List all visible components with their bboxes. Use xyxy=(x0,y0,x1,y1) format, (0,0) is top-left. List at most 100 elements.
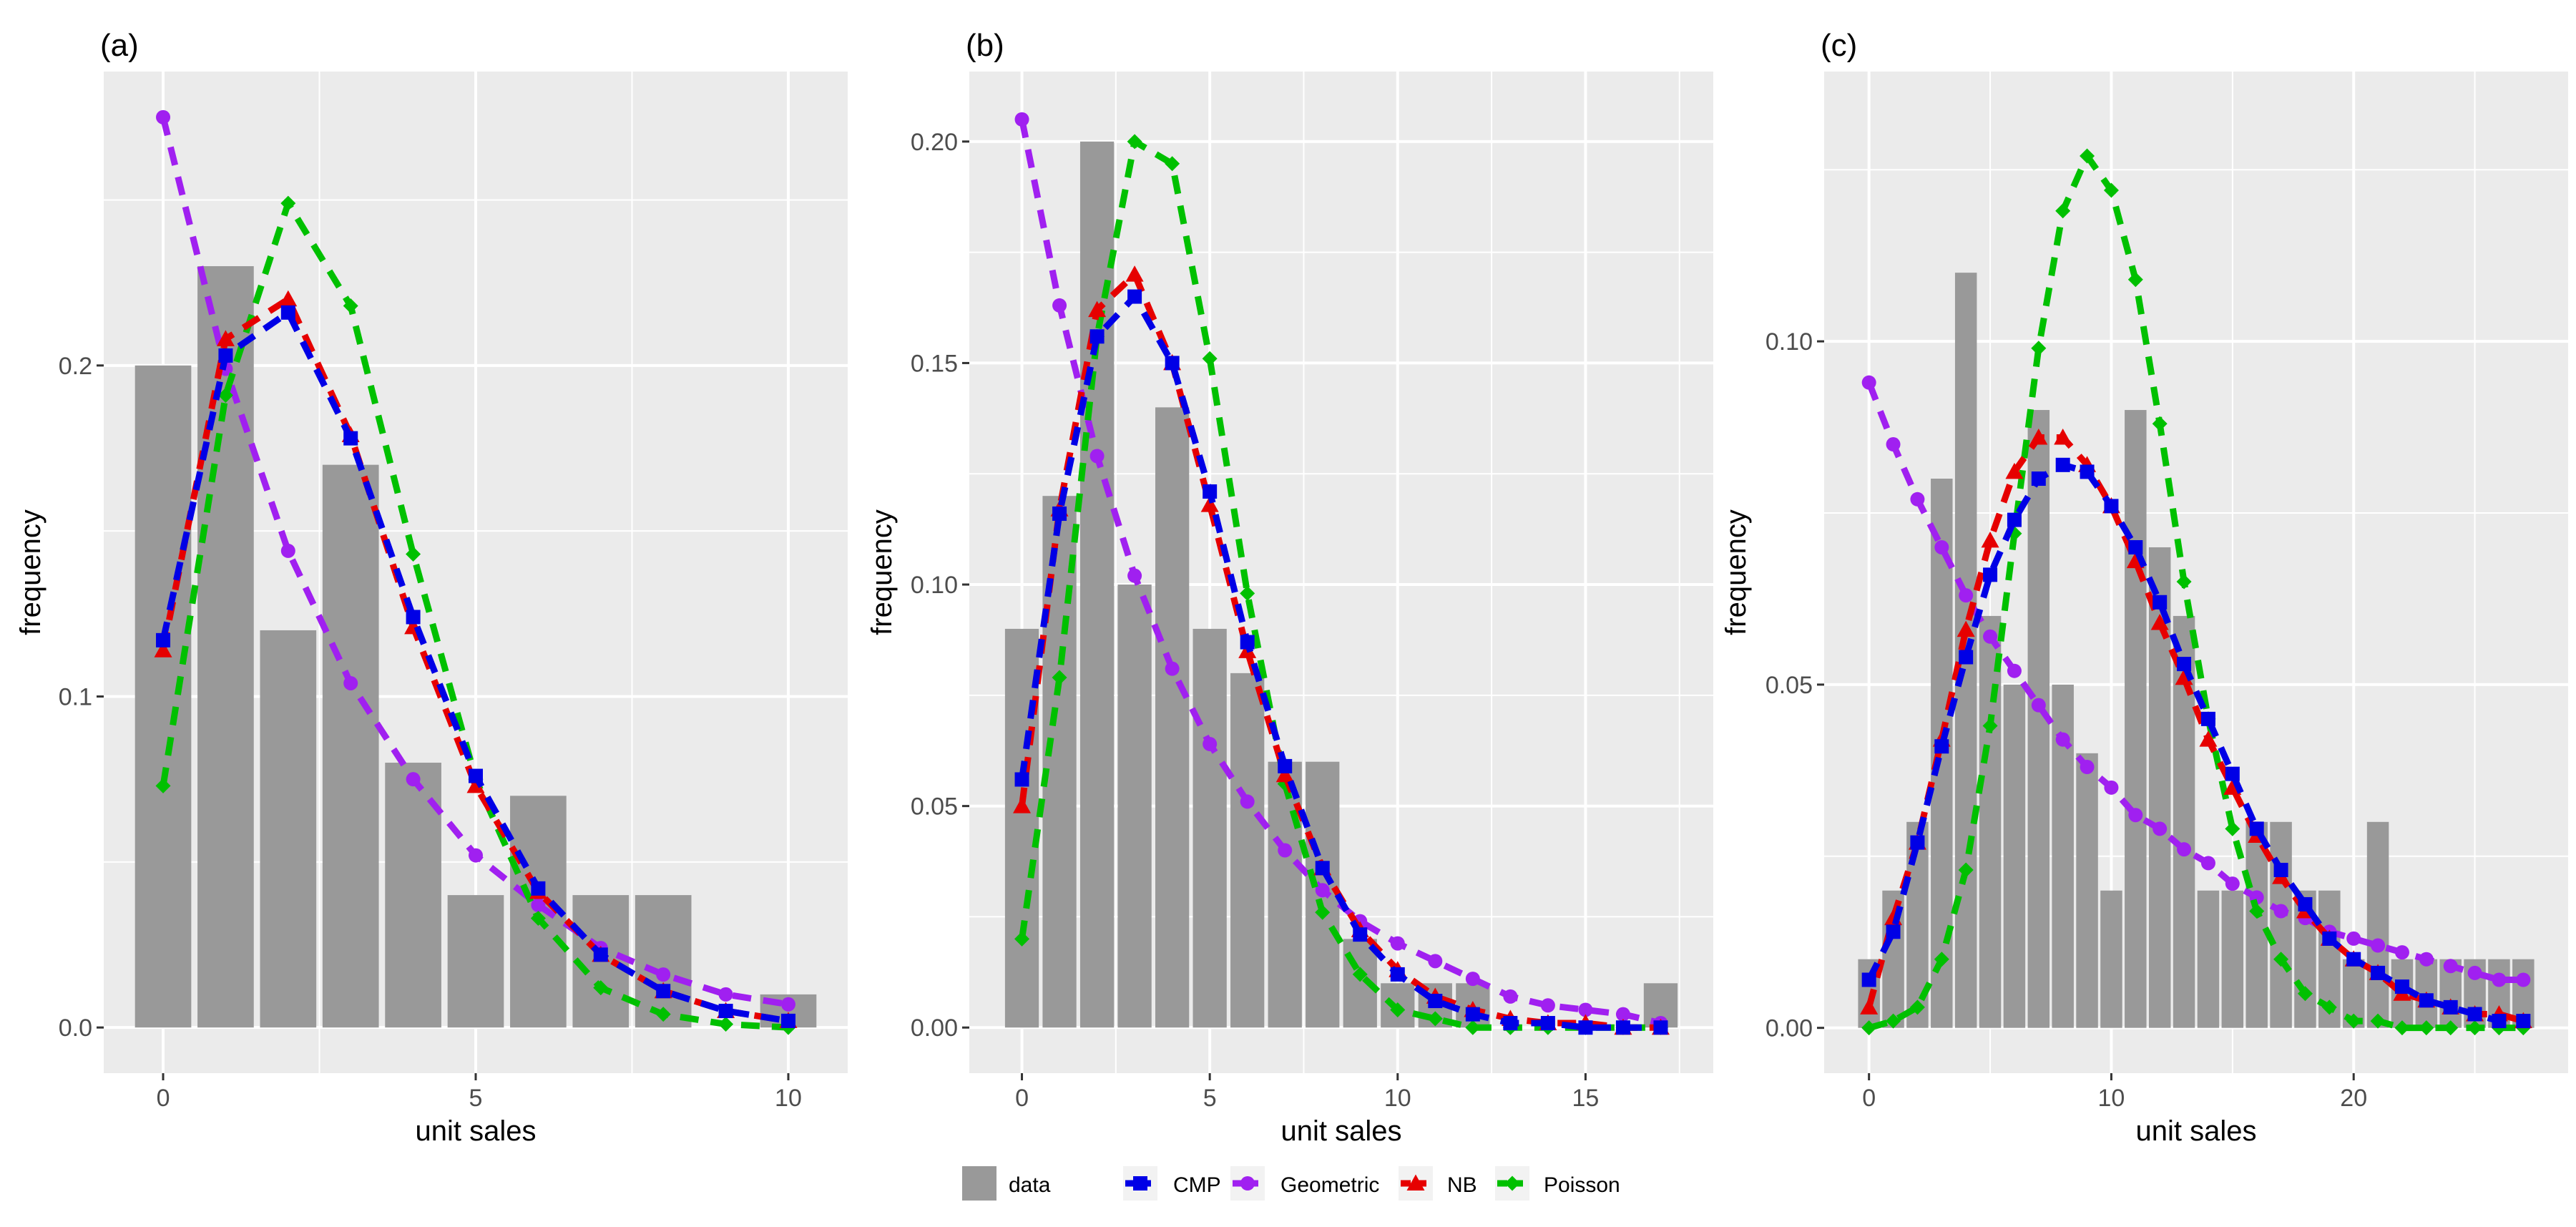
point-poisson xyxy=(155,778,171,793)
point-cmp xyxy=(1278,758,1293,773)
legend-label-poisson: Poisson xyxy=(1544,1173,1620,1197)
series-line-cmp xyxy=(1866,461,2524,1025)
point-cmp xyxy=(2031,471,2046,487)
data-bar xyxy=(1268,761,1302,1028)
point-cmp xyxy=(2516,1014,2531,1029)
point-cmp xyxy=(1861,972,1876,987)
data-bar xyxy=(1117,585,1152,1028)
point-cmp xyxy=(1934,739,1949,754)
point-poisson xyxy=(406,547,421,562)
point-geometric xyxy=(2055,732,2070,747)
point-cmp xyxy=(2298,896,2313,911)
point-geometric xyxy=(156,109,171,124)
point-poisson xyxy=(2152,416,2168,431)
point-cmp xyxy=(1127,289,1142,304)
legend-key-nb xyxy=(1399,1166,1433,1201)
point-cmp xyxy=(343,431,358,446)
point-poisson xyxy=(2297,986,2313,1002)
legend-label-data: data xyxy=(1009,1173,1051,1197)
data-bar xyxy=(2125,410,2147,1028)
point-poisson xyxy=(2443,1020,2459,1036)
point-geometric xyxy=(1886,437,1901,452)
point-cmp xyxy=(2225,766,2240,781)
point-geometric xyxy=(343,675,358,690)
point-geometric xyxy=(718,987,733,1002)
series-cmp xyxy=(1861,457,2531,1029)
data-bar xyxy=(1155,407,1190,1028)
point-poisson xyxy=(1427,1011,1443,1027)
point-nb xyxy=(1275,766,1294,783)
point-geometric xyxy=(1390,936,1405,951)
point-poisson xyxy=(718,1017,734,1032)
point-cmp xyxy=(2177,657,2192,672)
x-tick-label: 10 xyxy=(775,1085,802,1112)
y-tick-label: 0.0 xyxy=(59,1015,92,1042)
legend-marker-geometric xyxy=(1240,1176,1255,1191)
point-poisson xyxy=(2080,148,2095,164)
point-poisson xyxy=(1958,862,1974,878)
point-nb xyxy=(1981,531,1999,548)
point-cmp xyxy=(1615,1020,1630,1035)
point-geometric xyxy=(1540,998,1555,1013)
point-geometric xyxy=(2128,808,2143,823)
data-bar xyxy=(2270,821,2292,1028)
point-geometric xyxy=(2492,972,2507,987)
point-cmp xyxy=(1503,1016,1518,1031)
point-geometric xyxy=(2394,945,2409,960)
point-poisson xyxy=(1390,1002,1406,1017)
y-tick-label: 0.10 xyxy=(911,572,958,599)
point-geometric xyxy=(1861,375,1876,390)
point-cmp xyxy=(1390,967,1405,982)
x-tick-label: 10 xyxy=(2098,1085,2125,1112)
legend-marker-poisson xyxy=(1504,1175,1520,1191)
panel-c-x-axis-title: unit sales xyxy=(2136,1115,2257,1147)
point-cmp xyxy=(2443,999,2458,1015)
point-poisson xyxy=(217,387,233,403)
legend-label-cmp: CMP xyxy=(1173,1173,1221,1197)
data-bar xyxy=(1042,496,1077,1028)
point-geometric xyxy=(2080,760,2095,775)
point-poisson xyxy=(1014,931,1030,947)
point-nb xyxy=(216,330,235,346)
point-geometric xyxy=(1465,972,1480,987)
data-bar xyxy=(322,464,379,1028)
point-geometric xyxy=(2225,876,2240,891)
point-nb xyxy=(1957,620,1975,637)
panel-a: 0 5 10 0.0 0.1 0.2 (a) unit sales frequency xyxy=(15,28,848,1147)
panel-c-y-axis-title: frequency xyxy=(1720,509,1752,635)
panel-b: 0 5 10 15 0.00 0.05 0.10 0.15 0.20 (b) unit sale… xyxy=(866,28,1713,1147)
point-cmp xyxy=(1014,772,1029,787)
point-poisson xyxy=(1465,1020,1481,1035)
point-geometric xyxy=(2346,931,2361,946)
point-poisson xyxy=(2467,1020,2483,1036)
point-cmp xyxy=(2007,512,2022,527)
point-nb xyxy=(2150,614,2169,630)
legend-item-geometric: Geometric xyxy=(1230,1166,1379,1201)
point-poisson xyxy=(2273,952,2289,967)
data-bar xyxy=(2366,821,2389,1028)
panel-b-ticks: 0 5 10 15 0.00 0.05 0.10 0.15 0.20 xyxy=(911,129,1600,1112)
x-tick-label: 15 xyxy=(1572,1085,1600,1112)
point-poisson xyxy=(1165,156,1180,172)
panel-a-series xyxy=(154,109,798,1035)
point-nb xyxy=(466,776,485,793)
data-bar xyxy=(2003,684,2026,1028)
panel-a-ticks: 0 5 10 0.0 0.1 0.2 xyxy=(59,353,802,1112)
data-bar xyxy=(447,895,504,1028)
point-poisson xyxy=(2370,1013,2386,1029)
point-geometric xyxy=(1315,883,1330,898)
point-cmp xyxy=(2249,821,2264,836)
data-bar xyxy=(134,365,192,1028)
data-bar xyxy=(1192,628,1227,1028)
point-nb xyxy=(1088,300,1107,318)
point-geometric xyxy=(2104,780,2119,795)
x-tick-label: 10 xyxy=(1384,1085,1411,1112)
point-cmp xyxy=(1886,924,1901,939)
point-cmp xyxy=(593,947,608,962)
point-cmp xyxy=(1910,835,1925,850)
point-poisson xyxy=(1909,999,1925,1015)
x-tick-label: 0 xyxy=(157,1085,170,1112)
point-cmp xyxy=(2467,1007,2482,1022)
point-poisson xyxy=(1240,585,1255,601)
point-poisson xyxy=(2249,904,2265,919)
